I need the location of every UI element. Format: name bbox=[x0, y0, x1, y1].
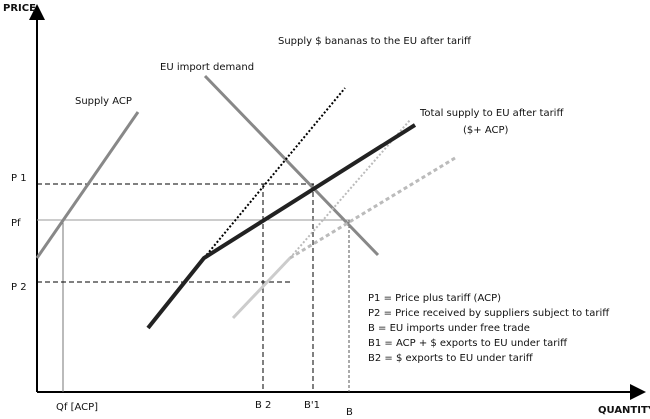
supply-dollar-tariff bbox=[203, 87, 346, 259]
supply-free-trade bbox=[289, 156, 456, 260]
quantity-label: B'1 bbox=[304, 400, 320, 411]
price-label: P 1 bbox=[11, 173, 27, 184]
y-label: PRICE bbox=[3, 3, 36, 14]
legend-item: B1 = ACP + $ exports to EU under tariff bbox=[368, 338, 568, 349]
curve-label: Supply ACP bbox=[75, 96, 132, 107]
demand-curve bbox=[203, 74, 380, 257]
legend-item: P2 = Price received by suppliers subject… bbox=[368, 308, 610, 319]
curve-label: Supply $ bananas to the EU after tariff bbox=[278, 36, 472, 47]
curve-label: Total supply to EU after tariff bbox=[419, 108, 564, 119]
quantity-label: B bbox=[346, 407, 353, 418]
price-label: P 2 bbox=[11, 282, 27, 293]
curve-label: ($+ ACP) bbox=[463, 125, 508, 136]
quantity-label: Qf [ACP] bbox=[56, 402, 98, 413]
supply-acp-curve bbox=[35, 111, 140, 259]
x-label: QUANTITY bbox=[598, 405, 650, 416]
legend-item: B2 = $ exports to EU under tariff bbox=[368, 353, 534, 364]
price-label: Pf bbox=[11, 218, 21, 229]
curve-label: EU import demand bbox=[160, 62, 254, 73]
quantity-label: B 2 bbox=[255, 400, 271, 411]
legend-item: B = EU imports under free trade bbox=[368, 323, 530, 334]
legend-item: P1 = Price plus tariff (ACP) bbox=[368, 293, 501, 304]
total-supply-curve bbox=[146, 123, 417, 330]
supply-dollar-light bbox=[231, 256, 292, 320]
